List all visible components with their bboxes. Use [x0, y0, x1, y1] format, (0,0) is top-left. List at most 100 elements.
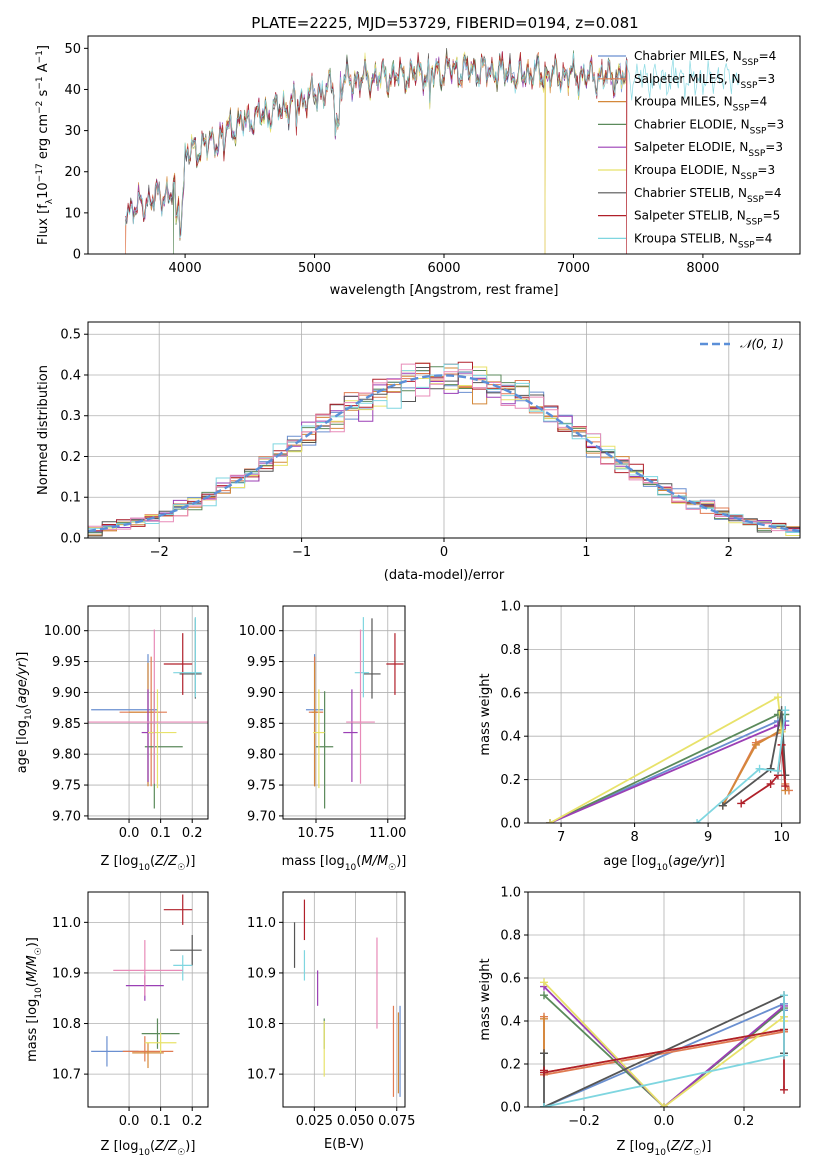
- massweight_vs_age-plot: [546, 693, 793, 823]
- weight-marker: [540, 1014, 548, 1023]
- y-tick-label: 10: [64, 206, 81, 221]
- axes-frame: [87, 891, 209, 1108]
- y-tick-label: 40: [64, 83, 81, 98]
- x-tick-label: 8: [630, 830, 638, 845]
- y-tick-label: 0.2: [60, 450, 81, 465]
- y-tick-label: 0.6: [500, 686, 521, 701]
- age_vs_mass-frame: [282, 605, 406, 820]
- y-tick-label: 0: [73, 248, 81, 263]
- y-axis-label: Normed distribution: [36, 365, 51, 495]
- weight-marker: [660, 1103, 668, 1107]
- x-tick-label: 1: [582, 545, 590, 560]
- weight-marker: [766, 764, 775, 773]
- y-tick-label: 50: [64, 42, 81, 57]
- x-tick-label: 10.75: [297, 826, 334, 841]
- axes-frame: [87, 321, 801, 539]
- y-tick-label: 1.0: [500, 886, 521, 901]
- weight-marker: [546, 819, 555, 823]
- x-tick-label: 0.0: [119, 1114, 140, 1129]
- y-tick-label: 0.6: [500, 972, 521, 987]
- weight-line: [549, 713, 786, 823]
- age_vs_Z-frame: [87, 605, 209, 820]
- x-tick-label: 0.1: [150, 826, 171, 841]
- y-tick-label: 9.70: [52, 809, 81, 824]
- residuals-plot: [88, 361, 800, 537]
- y-tick-label: 10.7: [247, 1068, 276, 1083]
- axes-frame: [87, 605, 209, 820]
- y-tick-label: 0.8: [500, 929, 521, 944]
- y-tick-label: 9.95: [52, 655, 81, 670]
- x-axis-label: Z [log10(Z/Z☉)]: [101, 1139, 196, 1158]
- x-tick-label: 0.0: [654, 1114, 675, 1129]
- x-tick-label: −0.2: [568, 1114, 600, 1129]
- y-tick-label: 9.85: [247, 717, 276, 732]
- spectrum-axes: 4000 5000 6000 7000 8000 0 10 20 30 40 50 wavelengt…: [35, 42, 719, 298]
- y-tick-label: 0.4: [500, 730, 521, 745]
- y-tick-label: 9.75: [247, 779, 276, 794]
- y-tick-label: 10.8: [247, 1017, 276, 1032]
- age_vs_Z-plot: [88, 617, 208, 809]
- x-tick-label: 7000: [557, 261, 590, 276]
- spectrum-line: [125, 52, 740, 239]
- axes-frame: [527, 605, 801, 824]
- weight-line: [543, 994, 785, 1107]
- y-tick-label: 10.00: [44, 624, 81, 639]
- weight-marker: [540, 978, 548, 987]
- residuals-frame: [87, 321, 801, 539]
- x-tick-label: 11.00: [369, 826, 406, 841]
- x-tick-label: 5000: [298, 261, 331, 276]
- y-tick-label: 9.80: [52, 748, 81, 763]
- y-tick-label: 9.85: [52, 717, 81, 732]
- normal-curve: [88, 374, 800, 533]
- legend-label: 𝒩(0, 1): [740, 337, 784, 351]
- y-tick-label: 0.2: [500, 1058, 521, 1073]
- massweight_vs_Z-plot: [540, 978, 788, 1107]
- y-tick-label: 9.90: [247, 686, 276, 701]
- weight-marker: [540, 991, 548, 1000]
- age_vs_mass-axes: 10.75 11.00 9.70 9.75 9.80 9.85 9.90 9.95 10.00 m…: [239, 606, 406, 873]
- legend-label: Salpeter ELODIE, NSSP=3: [634, 140, 783, 159]
- spectrum-plot: [125, 47, 740, 254]
- weight-marker: [540, 1068, 548, 1077]
- legend-label: Salpeter STELIB, NSSP=5: [634, 209, 780, 228]
- mass_vs_Z-frame: [87, 891, 209, 1108]
- weight-marker: [755, 764, 764, 773]
- y-tick-label: 0.5: [60, 328, 81, 343]
- weight-line: [696, 710, 787, 823]
- y-tick-label: 0.3: [60, 409, 81, 424]
- legend-label: Chabrier STELIB, NSSP=4: [634, 186, 782, 205]
- residual-legend: 𝒩(0, 1): [700, 337, 784, 351]
- y-tick-label: 10.9: [247, 966, 276, 981]
- weight-line: [549, 724, 786, 823]
- y-tick-label: 9.80: [247, 748, 276, 763]
- legend-label: Salpeter MILES, NSSP=3: [634, 72, 775, 91]
- axes-frame: [282, 891, 406, 1108]
- x-axis-label: age [log10(age/yr)]: [603, 854, 725, 873]
- x-axis-label: Z [log10(Z/Z☉)]: [101, 854, 196, 873]
- y-tick-label: 9.75: [52, 779, 81, 794]
- weight-marker: [540, 1103, 548, 1107]
- y-tick-label: 0.1: [60, 491, 81, 506]
- x-tick-label: 0: [440, 545, 448, 560]
- spectrum-frame: [87, 35, 801, 255]
- weight-marker: [766, 779, 775, 788]
- y-tick-label: 1.0: [500, 600, 521, 615]
- massweight_vs_age-frame: [527, 605, 801, 824]
- y-tick-label: 9.70: [247, 809, 276, 824]
- x-tick-label: −1: [292, 545, 311, 560]
- x-tick-label: 0.075: [378, 1114, 415, 1129]
- histogram-step: [88, 363, 800, 532]
- y-tick-label: 9.95: [247, 655, 276, 670]
- x-axis-label: Z [log10(Z/Z☉)]: [617, 1139, 712, 1158]
- weight-line: [722, 710, 787, 807]
- y-axis-label: mass weight: [478, 673, 493, 755]
- x-tick-label: −2: [150, 545, 169, 560]
- mass_vs_EBV-frame: [282, 891, 406, 1108]
- x-tick-label: 0.050: [337, 1114, 374, 1129]
- y-tick-label: 0.2: [500, 773, 521, 788]
- weight-marker: [751, 740, 760, 749]
- weight-marker: [780, 1085, 788, 1094]
- x-tick-label: 0.2: [182, 1114, 203, 1129]
- x-tick-label: 6000: [427, 261, 460, 276]
- x-tick-label: 0.2: [734, 1114, 755, 1129]
